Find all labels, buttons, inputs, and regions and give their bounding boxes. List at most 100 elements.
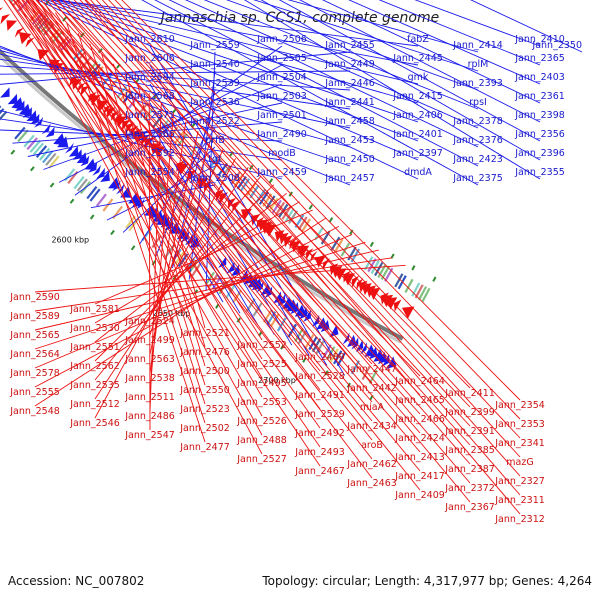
gene-arrow	[6, 20, 18, 31]
gene-label-reverse: Jann_2538	[124, 373, 175, 384]
gene-arrow	[393, 299, 402, 312]
gene-label-reverse: Jann_2353	[494, 419, 545, 430]
gene-arrow	[356, 278, 364, 291]
gene-label-forward: Jann_2450	[324, 154, 375, 165]
tick-mark	[411, 265, 416, 271]
gene-label-forward: tgt	[208, 154, 222, 165]
leader-line-forward	[0, 110, 283, 180]
cog-mark	[287, 210, 298, 224]
gene-label-reverse: Jann_2535	[69, 380, 120, 391]
gene-label-forward: Jann_2568	[124, 91, 175, 102]
leader-line-forward	[57, 0, 419, 85]
leader-line-reverse	[36, 0, 373, 365]
gene-label-reverse: Jann_2492	[294, 428, 345, 439]
tick-mark	[171, 108, 177, 114]
leader-line-forward	[260, 0, 541, 161]
forward-cog-strip	[0, 105, 378, 385]
gene-label-reverse: Jann_2434	[346, 421, 397, 432]
leader-line-reverse	[101, 0, 521, 458]
leader-line-reverse	[136, 83, 206, 329]
gene-arrow	[76, 82, 86, 93]
leader-line-forward	[41, 0, 419, 161]
gene-label-forward: Jann_2501	[256, 110, 307, 121]
gene-label-reverse: Jann_2524	[124, 316, 175, 327]
gene-label-reverse: Jann_2372	[444, 483, 495, 494]
leader-line-forward	[299, 0, 541, 123]
tick-mark	[62, 16, 68, 22]
leader-line-forward	[203, 0, 479, 110]
leader-line-reverse	[149, 112, 174, 393]
gene-arrow	[0, 87, 10, 98]
leader-line-reverse	[31, 0, 373, 384]
tick-mark	[349, 229, 354, 235]
leader-line-forward	[253, 0, 479, 72]
leader-line-reverse	[73, 0, 471, 427]
genome-backbone	[0, 48, 404, 341]
leader-line-reverse	[21, 0, 263, 436]
leader-line-reverse	[21, 0, 321, 391]
gene-label-reverse: Jann_2523	[179, 404, 230, 415]
gene-label-reverse: Jann_2499	[124, 335, 175, 346]
gene-label-forward: Jann_2508	[189, 173, 240, 184]
gene-label-reverse: Jann_2409	[394, 490, 445, 501]
cog-mark	[73, 176, 85, 190]
gene-label-forward: Jann_2423	[452, 154, 503, 165]
gene-label-reverse: Jann_2417	[394, 471, 445, 482]
leader-line-forward	[184, 0, 479, 129]
tick-mark	[69, 198, 75, 204]
leader-line-reverse	[35, 0, 421, 453]
gene-label-forward: Jann_2453	[324, 135, 375, 146]
cog-mark	[14, 126, 26, 140]
gene-label-forward: Jann_2455	[324, 40, 375, 51]
cog-mark	[107, 78, 119, 92]
leader-line-forward	[43, 83, 283, 170]
gene-label-forward: Jann_2441	[324, 97, 375, 108]
gene-label-forward: Jann_2375	[452, 173, 503, 184]
gene-label-reverse: Jann_2551	[69, 342, 120, 353]
cog-mark	[421, 287, 431, 303]
leader-line-reverse	[112, 63, 206, 367]
gene-arrow	[256, 280, 264, 293]
gene-arrow	[96, 167, 105, 179]
cog-mark	[236, 175, 247, 190]
gene-label-reverse: Jann_2526	[236, 416, 287, 427]
cog-mark	[340, 242, 351, 257]
leader-line-reverse	[25, 0, 421, 491]
tick-mark	[302, 357, 307, 363]
leader-line-forward	[168, 0, 479, 148]
leader-line-reverse	[3, 0, 321, 467]
kbp-tick-label: 2700 kbp	[258, 376, 296, 385]
gene-label-reverse: Jann_2565	[9, 330, 60, 341]
leader-line-reverse	[18, 0, 373, 441]
tick-mark	[308, 204, 313, 210]
leader-line-forward	[154, 0, 479, 167]
tick-mark	[130, 245, 136, 251]
gene-label-reverse: mazG	[506, 457, 533, 468]
gene-label-forward: prfB	[205, 135, 225, 146]
gene-label-forward: Jann_2396	[514, 148, 565, 159]
leader-line-forward	[188, 70, 216, 280]
gene-arrow	[100, 171, 110, 182]
leader-line-forward	[378, 0, 541, 66]
leader-line-reverse	[17, 0, 321, 410]
gene-label-forward: Jann_2403	[514, 72, 565, 83]
cog-mark	[418, 286, 428, 301]
gene-label-reverse: Jann_2442	[346, 383, 397, 394]
cog-mark	[38, 147, 51, 161]
gene-label-forward: Jann_2376	[452, 135, 503, 146]
cog-mark	[394, 273, 404, 288]
cog-mark	[278, 203, 289, 218]
gene-label-reverse: Jann_2528	[294, 371, 345, 382]
leader-line-forward	[54, 0, 419, 104]
leader-line-reverse	[34, 217, 326, 407]
cog-mark	[35, 145, 48, 159]
gene-arrow	[401, 306, 415, 319]
gene-arrow	[281, 296, 295, 309]
cog-mark	[89, 188, 101, 202]
gene-arrow	[0, 14, 11, 25]
leader-line-forward	[348, 0, 541, 85]
gene-label-reverse: Jann_2387	[444, 464, 495, 475]
cog-mark	[329, 348, 339, 363]
gene-label-forward: Jann_2504	[256, 72, 307, 83]
